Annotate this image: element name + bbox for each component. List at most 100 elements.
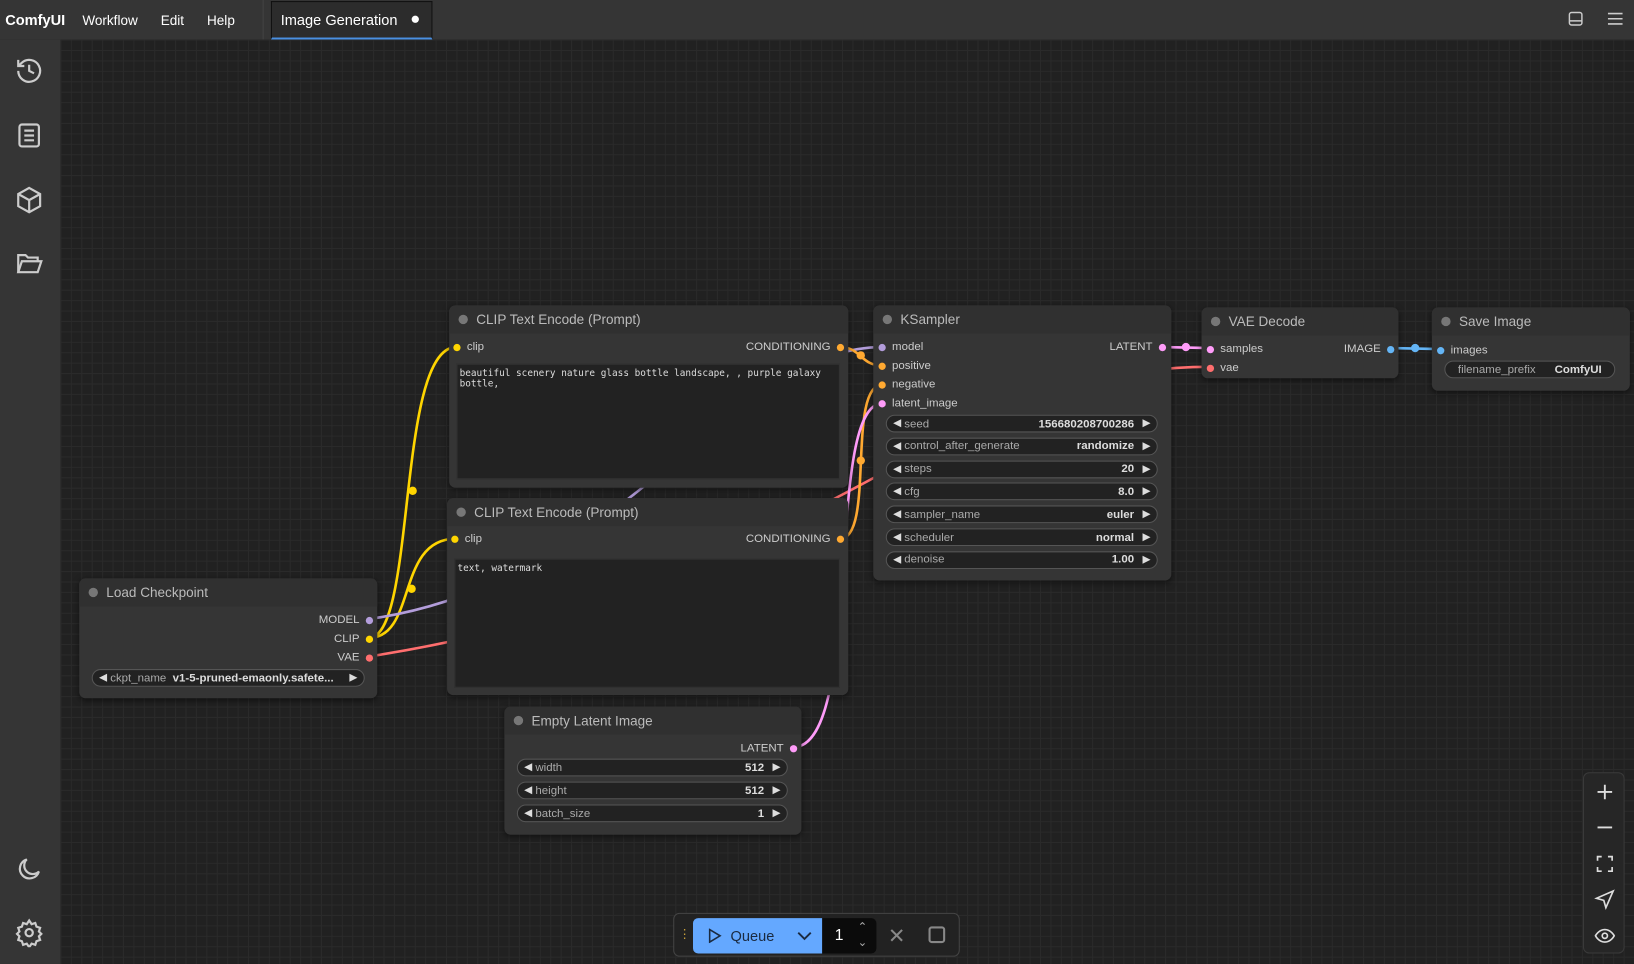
batch-count-stepper[interactable]: 1 ⌃ ⌄ — [822, 918, 877, 954]
collapse-dot-icon[interactable] — [88, 587, 98, 598]
widget-scheduler[interactable]: ◀ scheduler normal ▶ — [885, 528, 1158, 547]
node-load-checkpoint[interactable]: Load Checkpoint MODEL CLIP VAE ◀ ckpt_na… — [79, 578, 378, 699]
queue-button[interactable]: Queue — [692, 918, 823, 954]
node-title: CLIP Text Encode (Prompt) — [476, 311, 641, 328]
increment-arrow-icon[interactable]: ▶ — [1142, 417, 1151, 430]
collapse-dot-icon[interactable] — [513, 715, 524, 726]
output-conditioning[interactable]: CONDITIONING — [746, 533, 845, 545]
increment-arrow-icon[interactable]: ▶ — [1142, 554, 1151, 566]
top-bar: ComfyUI Workflow Edit Help Image Generat… — [0, 0, 1634, 40]
node-save-image[interactable]: Save Image images filename_prefix ComfyUI — [1431, 307, 1630, 391]
select-mode-icon[interactable] — [1594, 889, 1615, 910]
unsaved-dot-icon — [412, 15, 420, 23]
node-clip-text-encode-positive[interactable]: CLIP Text Encode (Prompt) clip CONDITION… — [449, 305, 849, 488]
collapse-dot-icon[interactable] — [1210, 316, 1221, 327]
output-model[interactable]: MODEL — [319, 614, 374, 626]
fit-view-icon[interactable] — [1594, 853, 1615, 874]
stop-square-icon[interactable] — [928, 926, 946, 944]
output-latent[interactable]: LATENT — [1109, 341, 1167, 353]
zoom-in-icon[interactable] — [1594, 782, 1615, 803]
theme-moon-icon[interactable] — [15, 855, 44, 884]
widget-steps[interactable]: ◀ steps 20 ▶ — [885, 460, 1158, 478]
increment-arrow-icon[interactable]: ▶ — [1142, 440, 1151, 453]
input-positive[interactable]: positive — [878, 360, 931, 372]
filename-prefix-field[interactable]: filename_prefix ComfyUI — [1444, 360, 1616, 379]
decrement-arrow-icon[interactable]: ◀ — [893, 508, 902, 521]
collapse-dot-icon[interactable] — [1441, 316, 1451, 327]
input-clip[interactable]: clip — [453, 341, 484, 353]
input-model[interactable]: model — [878, 341, 923, 353]
workflows-folder-icon[interactable] — [15, 249, 44, 278]
input-negative[interactable]: negative — [878, 378, 935, 391]
collapse-dot-icon[interactable] — [882, 314, 893, 325]
input-vae[interactable]: vae — [1206, 362, 1239, 374]
decrement-arrow-icon[interactable]: ◀ — [893, 417, 902, 430]
node-vae-decode[interactable]: VAE Decode samples vae IMAGE — [1201, 307, 1399, 379]
output-clip[interactable]: CLIP — [334, 633, 374, 645]
input-latent-image[interactable]: latent_image — [878, 397, 958, 410]
output-vae[interactable]: VAE — [337, 651, 374, 664]
decrement-arrow-icon[interactable]: ◀ — [893, 486, 902, 498]
history-icon[interactable] — [15, 56, 44, 85]
zoom-out-icon[interactable] — [1594, 817, 1615, 838]
ckpt-name-combo[interactable]: ◀ ckpt_name v1-5-pruned-emaonly.safete..… — [91, 669, 365, 687]
output-latent[interactable]: LATENT — [741, 742, 798, 754]
menu-help[interactable]: Help — [206, 11, 235, 28]
decrement-arrow-icon[interactable]: ◀ — [524, 807, 533, 820]
widget-sampler-name[interactable]: ◀ sampler_name euler ▶ — [885, 505, 1158, 524]
widget-denoise[interactable]: ◀ denoise 1.00 ▶ — [885, 551, 1158, 569]
increment-arrow-icon[interactable]: ▶ — [772, 784, 781, 797]
widget-width[interactable]: ◀ width 512 ▶ — [516, 758, 788, 777]
increment-arrow-icon[interactable]: ▶ — [772, 807, 781, 820]
output-conditioning[interactable]: CONDITIONING — [746, 341, 845, 353]
decrement-arrow-icon[interactable]: ◀ — [893, 440, 902, 453]
increment-arrow-icon[interactable]: ▶ — [1142, 531, 1151, 543]
sidebar — [0, 39, 61, 964]
collapse-dot-icon[interactable] — [456, 507, 466, 517]
model-library-icon[interactable] — [15, 185, 44, 214]
toggle-links-eye-icon[interactable] — [1594, 925, 1616, 946]
chevron-down-icon[interactable] — [797, 931, 812, 941]
decrement-icon[interactable]: ⌄ — [857, 936, 868, 950]
menu-edit[interactable]: Edit — [160, 11, 185, 28]
node-empty-latent-image[interactable]: Empty Latent Image LATENT ◀ width 512 ▶ ◀ h… — [504, 706, 802, 835]
drag-handle-icon[interactable]: ⋮ — [678, 926, 691, 942]
increment-arrow-icon[interactable]: ▶ — [1142, 463, 1151, 475]
queue-toolbar: ⋮ Queue 1 ⌃ ⌄ ✕ — [673, 912, 960, 957]
collapse-dot-icon[interactable] — [458, 314, 468, 325]
input-images[interactable]: images — [1437, 344, 1488, 356]
decrement-arrow-icon[interactable]: ◀ — [893, 463, 902, 475]
output-image[interactable]: IMAGE — [1344, 343, 1395, 355]
input-samples[interactable]: samples — [1206, 343, 1263, 355]
queue-list-icon[interactable] — [15, 121, 44, 150]
cancel-x-icon[interactable]: ✕ — [887, 925, 906, 949]
widget-height[interactable]: ◀ height 512 ▶ — [516, 781, 788, 800]
settings-gear-icon[interactable] — [15, 918, 44, 948]
widget-control-after-generate[interactable]: ◀ control_after_generate randomize ▶ — [885, 437, 1158, 456]
divider — [262, 0, 265, 40]
widget-seed[interactable]: ◀ seed 156680208700286 ▶ — [885, 414, 1158, 433]
decrement-arrow-icon[interactable]: ◀ — [524, 784, 533, 797]
prompt-textarea[interactable]: text, watermark — [454, 558, 840, 688]
batch-count-value[interactable]: 1 — [834, 926, 844, 945]
decrement-arrow-icon[interactable]: ◀ — [893, 554, 902, 566]
bottom-panel-toggle-icon[interactable] — [1567, 10, 1584, 27]
increment-arrow-icon[interactable]: ▶ — [1142, 508, 1151, 521]
tab-image-generation[interactable]: Image Generation — [271, 0, 433, 40]
increment-arrow-icon[interactable]: ▶ — [1142, 486, 1151, 498]
queue-label: Queue — [730, 927, 775, 945]
hamburger-menu-icon[interactable] — [1607, 10, 1624, 27]
increment-arrow-icon[interactable]: ▶ — [772, 761, 781, 774]
node-title: CLIP Text Encode (Prompt) — [474, 504, 639, 521]
menu-workflow[interactable]: Workflow — [82, 11, 138, 28]
increment-icon[interactable]: ⌃ — [857, 921, 868, 934]
node-clip-text-encode-negative[interactable]: CLIP Text Encode (Prompt) clip CONDITION… — [447, 498, 849, 696]
prompt-textarea[interactable]: beautiful scenery nature glass bottle la… — [456, 363, 840, 480]
node-title: KSampler — [900, 311, 960, 328]
widget-cfg[interactable]: ◀ cfg 8.0 ▶ — [885, 482, 1158, 501]
node-ksampler[interactable]: KSampler model positive negative latent_… — [873, 305, 1172, 581]
decrement-arrow-icon[interactable]: ◀ — [893, 531, 902, 543]
decrement-arrow-icon[interactable]: ◀ — [524, 761, 533, 774]
input-clip[interactable]: clip — [451, 533, 482, 545]
widget-batch-size[interactable]: ◀ batch_size 1 ▶ — [516, 804, 788, 823]
